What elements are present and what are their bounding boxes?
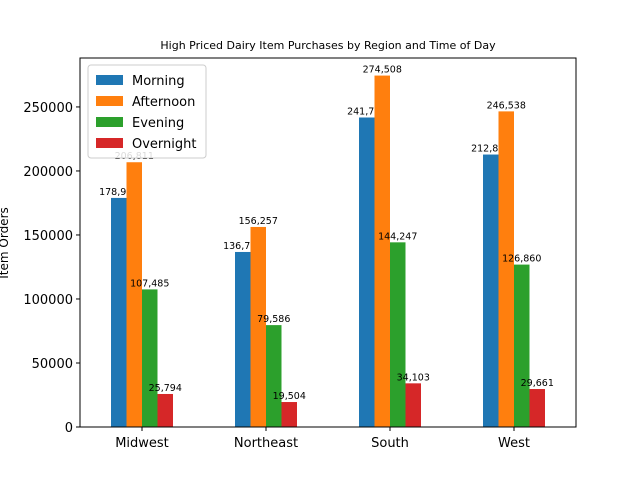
- bar: [529, 389, 545, 427]
- legend-swatch: [96, 117, 123, 127]
- bar: [266, 325, 282, 427]
- data-label: 19,504: [273, 391, 306, 402]
- bar: [514, 264, 530, 427]
- bar: [250, 226, 266, 427]
- data-label: 274,508: [363, 65, 402, 76]
- legend-entry-label: Evening: [132, 116, 184, 131]
- bar: [374, 75, 390, 428]
- x-tick-label: South: [371, 436, 409, 451]
- y-tick-label: 200000: [23, 165, 73, 180]
- bar: [483, 154, 499, 428]
- legend-entry-label: Overnight: [132, 137, 196, 152]
- y-tick-label: 250000: [23, 101, 73, 116]
- plot-area: 178,934206,811107,48525,794Midwest136,71…: [23, 57, 577, 451]
- legend-swatch: [96, 138, 123, 148]
- data-label: 25,794: [149, 383, 182, 394]
- bar: [405, 383, 421, 427]
- legend-box: [87, 64, 207, 159]
- legend-entry-label: Morning: [132, 74, 185, 89]
- y-tick-label: 100000: [23, 293, 73, 308]
- data-label: 136,717: [223, 241, 262, 252]
- bar: [281, 402, 297, 427]
- data-label: 144,247: [378, 231, 417, 242]
- chart-title: High Priced Dairy Item Purchases by Regi…: [160, 39, 496, 52]
- data-label: 107,485: [130, 278, 169, 289]
- legend-swatch: [96, 75, 123, 85]
- y-axis-label: Item Orders: [0, 207, 11, 278]
- y-tick-label: 150000: [23, 229, 73, 244]
- bar: [390, 242, 406, 427]
- y-tick-label: 50000: [32, 357, 73, 372]
- bar: [142, 289, 158, 427]
- data-label: 156,257: [239, 216, 278, 227]
- legend: Morning Afternoon Evening Overnight: [87, 64, 207, 159]
- data-label: 178,934: [99, 187, 138, 198]
- data-label: 246,538: [487, 100, 526, 111]
- y-tick-label: 0: [65, 421, 73, 436]
- data-label: 212,828: [471, 144, 510, 155]
- bar: [126, 162, 142, 427]
- bar: [498, 111, 514, 427]
- bar: [157, 393, 173, 427]
- bar: [235, 251, 251, 427]
- data-label: 126,860: [502, 254, 541, 265]
- bar: [359, 117, 375, 427]
- legend-entry-label: Afternoon: [132, 95, 195, 110]
- bar: [111, 197, 127, 427]
- data-label: 34,103: [397, 372, 430, 383]
- legend-swatch: [96, 96, 123, 106]
- data-label: 241,757: [347, 106, 386, 117]
- plot-frame: [79, 57, 577, 428]
- x-tick-label: West: [498, 436, 530, 451]
- x-tick-label: Northeast: [234, 436, 298, 451]
- data-label: 29,661: [521, 378, 554, 389]
- x-tick-label: Midwest: [115, 436, 169, 451]
- data-label: 79,586: [257, 314, 290, 325]
